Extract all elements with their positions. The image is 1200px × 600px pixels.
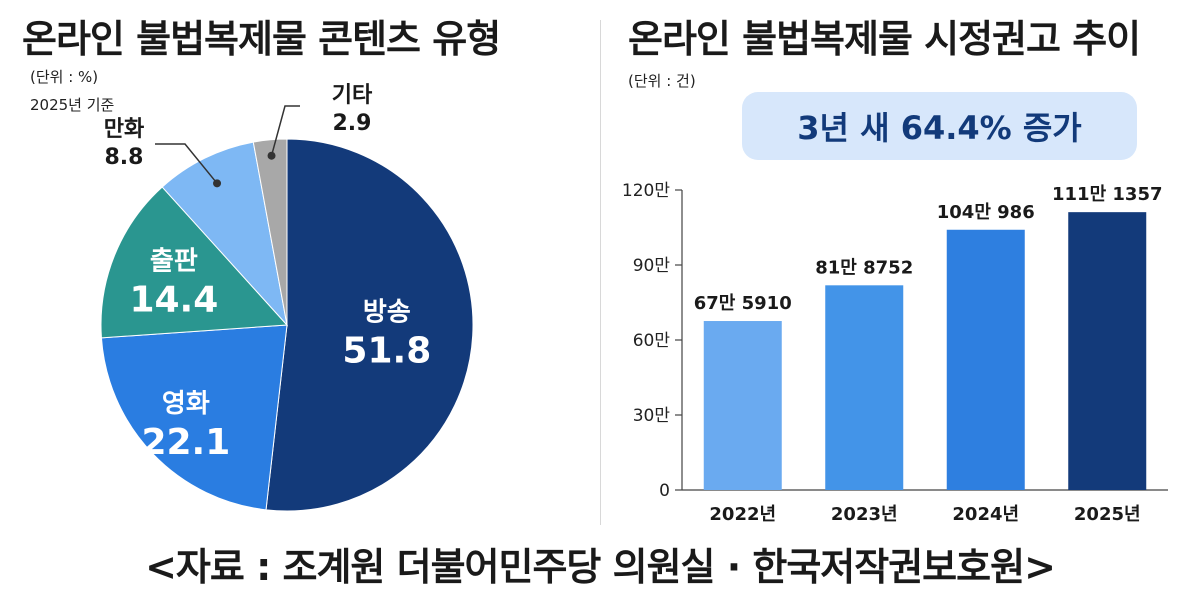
section-divider [600,20,601,525]
pie-slice-label: 출판 [150,246,198,276]
bar-chart: 0 30만 60만 90만 120만 67만 5910 2022년 81만 8752 2023년… [622,181,1168,525]
pie-slice [252,138,288,326]
pie-slice-label: 기타 [332,83,373,108]
bar [1068,212,1147,490]
x-tick-label: 2025년 [1074,504,1141,525]
x-tick-label: 2022년 [709,504,776,525]
bar [703,321,782,490]
pie-slice-value: 51.8 [342,331,431,372]
pie-slice-label: 방송 [363,298,411,328]
x-tick-label: 2024년 [952,504,1019,525]
y-tick-label: 30만 [633,406,671,426]
pie-chart-title: 온라인 불법복제물 콘텐츠 유형 [22,17,501,61]
highlight-text: 3년 새 64.4% 증가 [797,109,1082,147]
pie-slice-value: 14.4 [129,279,218,320]
bar-chart-title: 온라인 불법복제물 시정권고 추이 [628,17,1141,61]
pie-slice-value: 8.8 [105,145,144,170]
leader-line [270,105,300,156]
leader-dot [213,179,222,188]
bar [946,229,1025,490]
y-tick-label: 90만 [633,256,671,276]
bar-value-label: 81만 8752 [815,257,913,278]
source-caption: <자료 : 조계원 더불어민주당 의원실 · 한국저작권보호원> [145,545,1056,589]
pie-slice-label: 만화 [104,117,144,142]
y-tick-label: 120만 [622,181,670,201]
pie-slice [100,186,289,339]
bar-value-label: 104만 986 [937,202,1035,223]
y-tick-label: 0 [659,481,670,501]
pie-unit-label: (단위 : %) [30,68,99,86]
bar-value-label: 111만 1357 [1052,184,1163,205]
leader-dot [267,151,276,160]
y-tick-label: 60만 [633,331,671,351]
x-tick-label: 2023년 [831,504,898,525]
pie-slice-label: 영화 [162,389,210,419]
pie-slice-value: 22.1 [141,422,230,463]
highlight-callout: 3년 새 64.4% 증가 [742,92,1137,160]
bar-value-label: 67만 5910 [694,293,792,314]
pie-slice [161,141,288,327]
pie-slice [265,138,474,512]
pie-slice [100,324,288,511]
pie-slice-value: 2.9 [333,111,372,136]
bar-unit-label: (단위 : 건) [628,72,696,90]
leader-line [155,143,218,184]
pie-basis-label: 2025년 기준 [30,96,115,114]
bar [825,285,904,490]
